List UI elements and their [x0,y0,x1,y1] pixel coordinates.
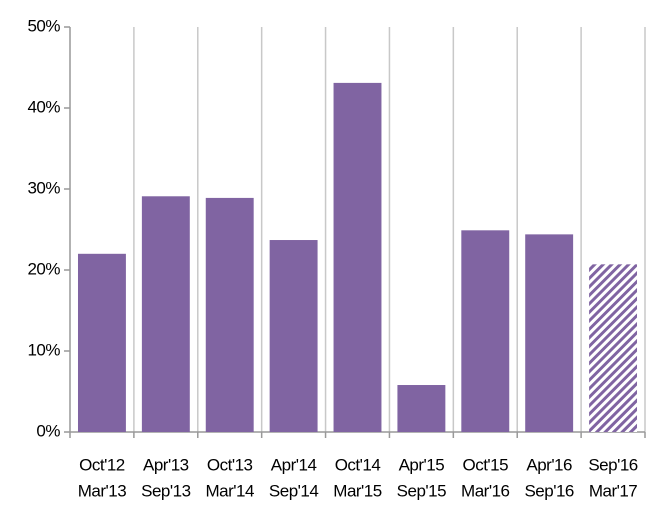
x-tick-label: Mar'15 [333,481,381,500]
bar [141,196,190,432]
x-tick-label: Apr'15 [399,455,445,474]
x-tick-label: Apr'14 [271,455,317,474]
y-tick-label: 10% [27,340,60,359]
x-tick-label: Sep'16 [524,481,573,500]
x-tick-label: Apr'13 [143,455,189,474]
x-tick-label: Apr'16 [526,455,572,474]
bar [205,197,254,432]
x-tick-label: Oct'13 [207,455,253,474]
bar [269,240,318,432]
y-tick-label: 50% [27,16,60,35]
x-tick-label: Oct'12 [79,455,125,474]
y-tick-label: 40% [27,97,60,116]
y-tick-label: 30% [27,178,60,197]
y-tick-label: 0% [36,421,60,440]
x-tick-label: Sep'14 [269,481,318,500]
x-tick-label: Mar'17 [589,481,637,500]
x-tick-label: Mar'16 [461,481,509,500]
x-tick-label: Oct'15 [462,455,508,474]
y-tick-label: 20% [27,259,60,278]
bar [77,253,126,432]
bar [397,385,446,432]
x-tick-label: Sep'15 [397,481,446,500]
x-tick-label: Mar'14 [206,481,254,500]
bar [589,264,638,432]
bar [461,230,510,432]
x-tick-label: Mar'13 [78,481,126,500]
bar [333,82,382,432]
x-tick-label: Sep'16 [588,455,637,474]
bar [525,234,574,432]
x-tick-label: Oct'14 [335,455,381,474]
x-tick-label: Sep'13 [141,481,190,500]
